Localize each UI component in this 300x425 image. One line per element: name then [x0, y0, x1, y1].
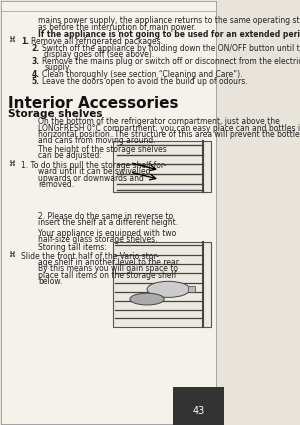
Text: On the bottom of the refrigerator compartment, just above the: On the bottom of the refrigerator compar…: [38, 117, 280, 127]
Ellipse shape: [130, 293, 164, 305]
Text: Storing tall items:: Storing tall items:: [38, 244, 106, 252]
Text: 4.: 4.: [32, 70, 40, 79]
Text: Leave the doors open to avoid the build up of odours.: Leave the doors open to avoid the build …: [42, 77, 248, 86]
Text: ⌘: ⌘: [8, 161, 15, 167]
Text: half-size glass storage shelves.: half-size glass storage shelves.: [38, 235, 157, 244]
FancyBboxPatch shape: [188, 286, 195, 292]
Text: and cans from moving around.: and cans from moving around.: [38, 136, 155, 145]
Text: 1. To do this pull the storage shelf for-: 1. To do this pull the storage shelf for…: [21, 161, 166, 170]
Text: supply.: supply.: [44, 63, 71, 72]
Text: Slide the front half of the Vario stor-: Slide the front half of the Vario stor-: [21, 252, 158, 261]
Text: 43: 43: [193, 406, 205, 416]
Text: display goes off (see above).: display goes off (see above).: [44, 51, 154, 60]
Text: as before the interruption of main power.: as before the interruption of main power…: [38, 23, 196, 31]
Text: ward until it can be swivelled: ward until it can be swivelled: [38, 167, 150, 176]
Text: insert the shelf at a different height.: insert the shelf at a different height.: [38, 218, 178, 227]
Text: horizontal position. The structure of this area will prevent the bottles: horizontal position. The structure of th…: [38, 130, 300, 139]
Text: 5.: 5.: [32, 77, 39, 86]
Text: 1.: 1.: [21, 37, 29, 46]
Text: 2.: 2.: [32, 44, 40, 53]
Text: 2. Please do the same in reverse to: 2. Please do the same in reverse to: [38, 212, 173, 221]
Text: The height of the storage shelves: The height of the storage shelves: [38, 145, 166, 154]
Text: Remove the mains plug or switch off or disconnect from the electricity: Remove the mains plug or switch off or d…: [42, 57, 300, 66]
Text: upwards or downwards and: upwards or downwards and: [38, 174, 144, 183]
Ellipse shape: [147, 281, 190, 298]
Text: Interior Accessories: Interior Accessories: [8, 96, 178, 111]
Text: place tall items on the storage shelf: place tall items on the storage shelf: [38, 271, 176, 280]
Text: can be adjusted:: can be adjusted:: [38, 151, 102, 160]
Text: below.: below.: [38, 277, 62, 286]
Text: By this means you will gain space to: By this means you will gain space to: [38, 264, 178, 273]
Text: LONGFRESH 0°C compartment, you can easy place can and bottles in: LONGFRESH 0°C compartment, you can easy …: [38, 124, 300, 133]
Text: ⌘: ⌘: [8, 37, 15, 43]
FancyBboxPatch shape: [113, 242, 211, 326]
FancyBboxPatch shape: [113, 141, 211, 192]
Text: If the appliance is not going to be used for an extended period:: If the appliance is not going to be used…: [38, 30, 300, 39]
Text: Clean thoroughly (see section “Cleaning and Care”).: Clean thoroughly (see section “Cleaning …: [42, 70, 243, 79]
Text: mains power supply, the appliance returns to the same operating state: mains power supply, the appliance return…: [38, 16, 300, 25]
Text: age shelf in another level to the rear.: age shelf in another level to the rear.: [38, 258, 180, 267]
Text: Storage shelves: Storage shelves: [8, 109, 102, 119]
Text: Your appliance is equipped with two: Your appliance is equipped with two: [38, 229, 176, 238]
Text: ⌘: ⌘: [8, 252, 15, 258]
Text: Remove all refrigerated packages.: Remove all refrigerated packages.: [32, 37, 164, 46]
Text: removed.: removed.: [38, 180, 74, 189]
Text: Switch off the appliance by holding down the ON/OFF button until the: Switch off the appliance by holding down…: [42, 44, 300, 53]
Text: 3.: 3.: [32, 57, 40, 66]
